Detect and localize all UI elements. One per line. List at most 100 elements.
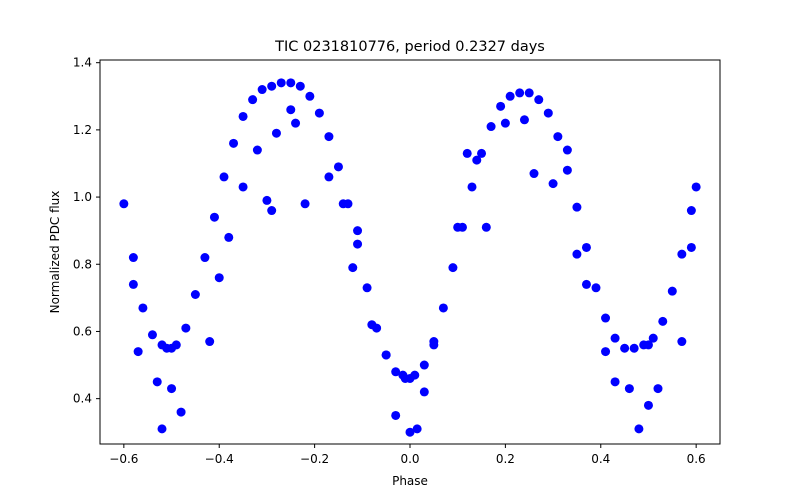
data-point <box>324 132 334 142</box>
data-point <box>500 118 510 128</box>
data-point <box>133 347 143 357</box>
data-point <box>412 424 422 434</box>
data-point <box>548 179 558 189</box>
data-point <box>658 316 668 326</box>
data-point <box>190 290 200 299</box>
data-point <box>391 410 401 420</box>
data-point <box>419 387 429 397</box>
data-point <box>224 232 234 242</box>
data-point <box>496 101 506 111</box>
data-point <box>610 377 620 387</box>
x-tick-label: 0.4 <box>591 452 610 466</box>
x-tick-label: 0.0 <box>400 452 419 466</box>
x-tick-label: 0.6 <box>687 452 706 466</box>
data-point <box>271 128 281 138</box>
plot-area <box>119 78 701 437</box>
x-tick-label: −0.4 <box>205 452 234 466</box>
data-point <box>353 226 363 236</box>
x-tick-label: −0.2 <box>300 452 329 466</box>
data-point <box>219 172 229 182</box>
data-point <box>677 337 687 347</box>
data-point <box>333 162 343 172</box>
data-point <box>209 212 219 222</box>
data-point <box>686 206 696 216</box>
y-tick-label: 0.8 <box>73 257 92 271</box>
data-point <box>291 118 301 128</box>
data-point <box>248 95 258 105</box>
data-point <box>353 239 363 249</box>
data-point <box>572 249 582 259</box>
data-point <box>438 303 448 313</box>
data-point <box>176 407 186 417</box>
data-point <box>610 333 620 343</box>
data-point <box>591 283 601 293</box>
data-point <box>515 88 525 98</box>
data-point <box>581 279 591 289</box>
data-point <box>519 115 529 125</box>
data-point <box>419 360 429 370</box>
data-point <box>534 95 544 105</box>
data-point <box>601 347 611 357</box>
data-point <box>481 222 491 232</box>
y-axis-title: Normalized PDC flux <box>48 191 62 314</box>
data-point <box>624 384 634 394</box>
data-point <box>138 303 148 313</box>
data-point <box>348 263 358 273</box>
data-point <box>581 242 591 252</box>
data-point <box>267 81 277 91</box>
y-tick-label: 1.4 <box>73 56 92 70</box>
data-point <box>467 182 477 192</box>
data-point <box>157 424 167 434</box>
data-point <box>562 145 572 155</box>
data-point <box>286 78 296 88</box>
data-point <box>429 340 439 350</box>
data-point <box>505 91 515 101</box>
data-point <box>553 132 563 142</box>
data-point <box>381 350 391 360</box>
data-point <box>643 340 653 350</box>
y-tick-label: 1.0 <box>73 190 92 204</box>
data-point <box>362 283 372 293</box>
data-point <box>653 384 663 394</box>
data-point <box>448 263 458 273</box>
data-point <box>629 343 639 353</box>
data-point <box>128 253 138 263</box>
data-point <box>405 427 415 437</box>
data-point <box>276 78 286 88</box>
data-point <box>238 182 248 192</box>
data-point <box>314 108 324 118</box>
data-point <box>543 108 553 118</box>
data-point <box>305 91 315 101</box>
data-point <box>214 273 224 283</box>
data-point <box>572 202 582 212</box>
data-point <box>367 320 377 330</box>
data-point <box>200 253 210 263</box>
y-tick-label: 1.2 <box>73 123 92 137</box>
data-point <box>238 111 248 121</box>
data-point <box>620 343 630 353</box>
data-point <box>462 148 472 158</box>
data-point <box>667 286 677 296</box>
data-point <box>167 384 177 394</box>
data-point <box>267 206 277 216</box>
data-point <box>529 169 539 179</box>
x-axis-title: Phase <box>392 474 428 488</box>
y-axis: 0.4 0.6 0.8 1.0 1.2 1.4 <box>73 56 100 406</box>
data-point <box>147 330 157 340</box>
data-point <box>648 333 658 343</box>
x-axis: −0.6 −0.4 −0.2 0.0 0.2 0.4 0.6 <box>109 444 706 466</box>
data-point <box>229 138 239 148</box>
data-point <box>286 105 296 115</box>
data-point <box>562 165 572 175</box>
data-point <box>453 222 463 232</box>
data-point <box>634 424 644 434</box>
data-point <box>324 172 334 182</box>
y-tick-label: 0.6 <box>73 324 92 338</box>
data-point <box>152 377 162 387</box>
x-tick-label: 0.2 <box>496 452 515 466</box>
data-point <box>677 249 687 259</box>
data-point <box>601 313 611 323</box>
data-point <box>300 199 310 209</box>
